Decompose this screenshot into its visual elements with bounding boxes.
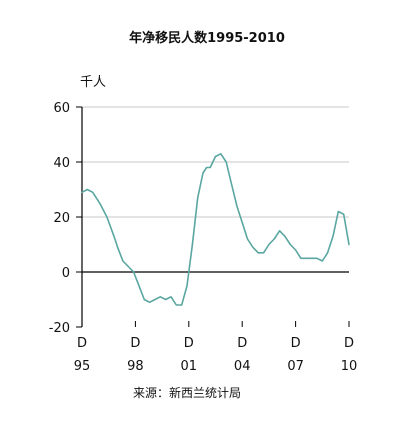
x-tick-label-top: D <box>237 336 247 351</box>
x-tick-label-top: D <box>130 336 140 351</box>
x-tick-label-bottom: 95 <box>74 359 91 374</box>
grid-lines <box>82 106 349 218</box>
x-tick-label-bottom: 98 <box>127 359 144 374</box>
axes <box>76 106 350 328</box>
chart-title: 年净移民人数1995-2010 <box>129 30 285 46</box>
y-tick-label: 20 <box>53 211 70 226</box>
source-note: 来源：新西兰统计局 <box>133 385 241 400</box>
x-tick-label-bottom: 04 <box>234 359 251 374</box>
series-line <box>81 153 350 306</box>
y-tick-label: 40 <box>53 156 70 171</box>
x-tick-label-bottom: 07 <box>287 359 304 374</box>
x-tick-label-top: D <box>344 336 354 351</box>
x-tick-label-top: D <box>291 336 301 351</box>
x-tick-labels: D 95 D 98 D 01 D 04 D 07 D 10 <box>74 336 358 374</box>
y-tick-label: -20 <box>49 321 70 336</box>
x-tick-label-bottom: 10 <box>341 359 358 374</box>
y-axis-unit: 千人 <box>80 75 106 90</box>
y-tick-label: 0 <box>62 266 70 281</box>
y-tick-label: 60 <box>53 101 70 116</box>
series-layer <box>81 153 350 306</box>
x-tick-label-top: D <box>184 336 194 351</box>
x-tick-label-top: D <box>77 336 87 351</box>
x-tick-label-bottom: 01 <box>181 359 198 374</box>
y-tick-labels: 60 40 20 0 -20 <box>49 101 70 336</box>
